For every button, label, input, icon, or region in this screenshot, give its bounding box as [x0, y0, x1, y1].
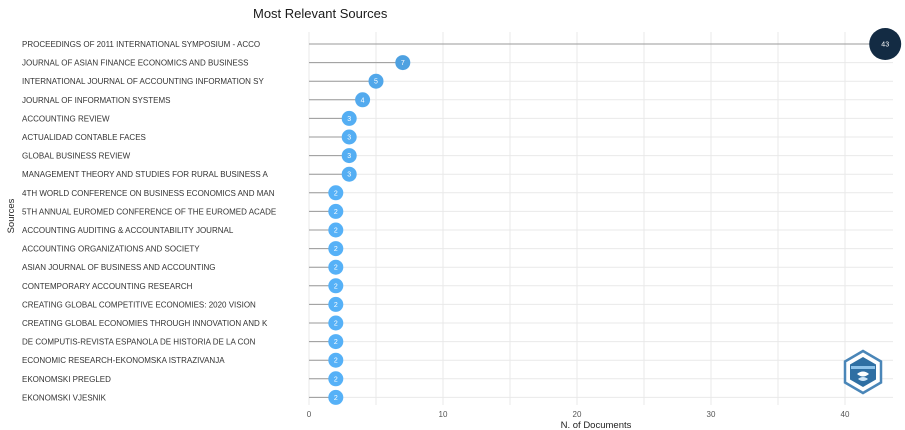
data-point: [355, 92, 371, 108]
x-tick-label: 30: [707, 410, 716, 419]
grid-layer: [308, 32, 893, 405]
data-label: 2: [334, 376, 338, 383]
data-label: 3: [347, 153, 351, 160]
category-label: MANAGEMENT THEORY AND STUDIES FOR RURAL …: [22, 170, 268, 179]
x-axis-label: N. of Documents: [561, 420, 632, 430]
category-label: DE COMPUTIS-REVISTA ESPANOLA DE HISTORIA…: [22, 338, 256, 347]
data-point: [328, 259, 344, 275]
data-point: [328, 241, 344, 257]
category-labels: PROCEEDINGS OF 2011 INTERNATIONAL SYMPOS…: [22, 40, 276, 402]
data-point: [341, 110, 357, 126]
hexagon-logo-icon: [843, 349, 883, 395]
data-point: [328, 296, 344, 312]
data-point: [395, 55, 411, 71]
category-label: 5TH ANNUAL EUROMED CONFERENCE OF THE EUR…: [22, 207, 276, 216]
data-point: [328, 185, 344, 201]
data-point: [328, 334, 344, 350]
category-label: ACTUALIDAD CONTABLE FACES: [22, 133, 146, 142]
data-label: 3: [347, 116, 351, 123]
x-tick-label: 0: [307, 410, 312, 419]
category-label: CREATING GLOBAL COMPETITIVE ECONOMIES: 2…: [22, 300, 256, 309]
data-label: 2: [334, 321, 338, 328]
data-label: 43: [881, 42, 889, 49]
category-label: 4TH WORLD CONFERENCE ON BUSINESS ECONOMI…: [22, 189, 275, 198]
data-point: [328, 222, 344, 238]
data-point: [869, 28, 902, 60]
data-point: [328, 371, 344, 387]
category-label: EKONOMSKI PREGLED: [22, 375, 111, 384]
category-label: JOURNAL OF INFORMATION SYSTEMS: [22, 96, 170, 105]
data-point: [328, 352, 344, 368]
data-point: [328, 203, 344, 219]
data-label: 7: [401, 60, 405, 67]
x-tick-labels: 0 10 20 30 40: [307, 410, 850, 419]
data-point: [328, 389, 344, 405]
x-tick-label: 20: [573, 410, 582, 419]
data-point: [341, 166, 357, 182]
data-label: 5: [374, 79, 378, 86]
category-label: CONTEMPORARY ACCOUNTING RESEARCH: [22, 282, 193, 291]
category-label: JOURNAL OF ASIAN FINANCE ECONOMICS AND B…: [22, 59, 248, 68]
category-label: ECONOMIC RESEARCH-EKONOMSKA ISTRAZIVANJA: [22, 356, 225, 365]
chart-title: Most Relevant Sources: [253, 6, 388, 21]
stem-layer: [309, 43, 886, 398]
data-point: [328, 315, 344, 331]
category-label: GLOBAL BUSINESS REVIEW: [22, 152, 131, 161]
data-label: 2: [334, 283, 338, 290]
data-label: 2: [334, 358, 338, 365]
data-label: 2: [334, 228, 338, 235]
data-point: [328, 278, 344, 294]
category-label: PROCEEDINGS OF 2011 INTERNATIONAL SYMPOS…: [22, 40, 260, 49]
category-label: ASIAN JOURNAL OF BUSINESS AND ACCOUNTING: [22, 263, 216, 272]
data-label: 2: [334, 209, 338, 216]
data-label: 2: [334, 395, 338, 402]
data-point: [341, 148, 357, 164]
data-point: [341, 129, 357, 145]
x-tick-label: 10: [439, 410, 448, 419]
data-label: 3: [347, 172, 351, 179]
category-label: EKONOMSKI VJESNIK: [22, 393, 107, 402]
data-label: 2: [334, 246, 338, 253]
category-label: ACCOUNTING ORGANIZATIONS AND SOCIETY: [22, 245, 200, 254]
category-label: ACCOUNTING AUDITING & ACCOUNTABILITY JOU…: [22, 226, 234, 235]
category-label: INTERNATIONAL JOURNAL OF ACCOUNTING INFO…: [22, 77, 264, 86]
data-label: 3: [347, 135, 351, 142]
data-label: 4: [361, 97, 365, 104]
data-label: 2: [334, 190, 338, 197]
data-label: 2: [334, 265, 338, 272]
y-axis-label: Sources: [6, 198, 17, 233]
data-point: [368, 73, 384, 89]
category-label: CREATING GLOBAL ECONOMIES THROUGH INNOVA…: [22, 319, 268, 328]
x-tick-label: 40: [841, 410, 850, 419]
data-label: 2: [334, 302, 338, 309]
data-label: 2: [334, 339, 338, 346]
category-label: ACCOUNTING REVIEW: [22, 114, 110, 123]
